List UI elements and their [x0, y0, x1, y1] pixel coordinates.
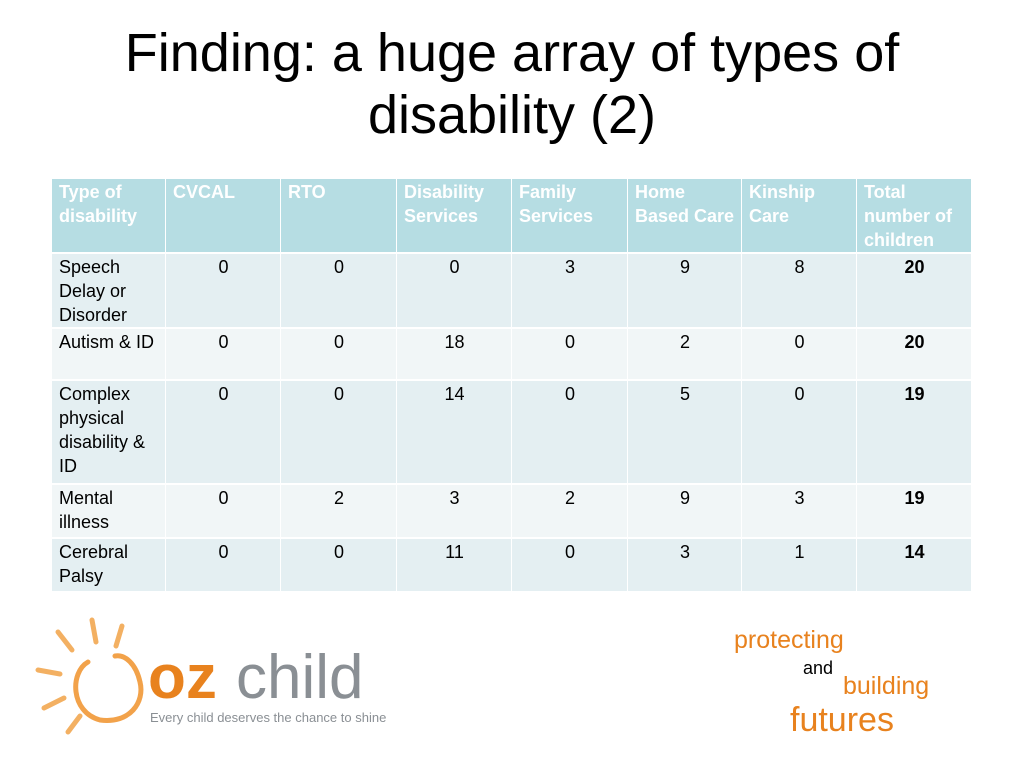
brand-child: child — [236, 643, 364, 712]
table-cell: 9 — [628, 485, 742, 539]
table-row: Autism & ID 0 0 18 0 2 0 20 — [52, 329, 972, 381]
logo-tagline: Every child deserves the chance to shine — [150, 710, 386, 725]
table-cell: 0 — [742, 381, 857, 485]
table-cell: 9 — [628, 254, 742, 329]
table-cell: 19 — [857, 485, 972, 539]
header-cell: Family Services — [512, 179, 628, 254]
header-row: Type of disability CVCAL RTO Disability Ser… — [52, 179, 972, 254]
row-label: Cerebral Palsy — [52, 539, 166, 593]
sun-rays — [35, 617, 144, 735]
table-cell: 0 — [512, 329, 628, 381]
table-cell: 11 — [397, 539, 512, 593]
slogan-line: building — [843, 672, 930, 700]
header-cell: Disability Services — [397, 179, 512, 254]
table-cell: 0 — [281, 254, 397, 329]
table-cell: 0 — [512, 381, 628, 485]
table-row: Mental illness 0 2 3 2 9 3 19 — [52, 485, 972, 539]
table-cell: 2 — [281, 485, 397, 539]
table-cell: 0 — [512, 539, 628, 593]
table-cell: 3 — [512, 254, 628, 329]
table-row: Cerebral Palsy 0 0 11 0 3 1 14 — [52, 539, 972, 593]
table-cell: 0 — [166, 329, 281, 381]
table-cell: 20 — [857, 329, 972, 381]
header-cell: RTO — [281, 179, 397, 254]
header-cell: Total number of children — [857, 179, 972, 254]
table-cell: 18 — [397, 329, 512, 381]
table-cell: 3 — [628, 539, 742, 593]
row-label: Autism & ID — [52, 329, 166, 381]
table-cell: 0 — [281, 329, 397, 381]
table-row: Speech Delay or Disorder 0 0 0 3 9 8 20 — [52, 254, 972, 329]
table-cell: 0 — [742, 329, 857, 381]
brand-oz: oz — [148, 643, 217, 712]
header-cell: Home Based Care — [628, 179, 742, 254]
table-cell: 0 — [166, 254, 281, 329]
row-label: Speech Delay or Disorder — [52, 254, 166, 329]
row-label: Mental illness — [52, 485, 166, 539]
table-cell: 14 — [857, 539, 972, 593]
table-cell: 8 — [742, 254, 857, 329]
table-cell: 5 — [628, 381, 742, 485]
slogan-line: futures — [790, 701, 894, 739]
table-cell: 2 — [628, 329, 742, 381]
table-cell: 0 — [166, 485, 281, 539]
table-cell: 0 — [166, 381, 281, 485]
row-label: Complex physical disability & ID — [52, 381, 166, 485]
table-cell: 3 — [397, 485, 512, 539]
table-cell: 1 — [742, 539, 857, 593]
slogan-line: protecting — [734, 626, 844, 654]
table-row: Complex physical disability & ID 0 0 14 0 5 0 1… — [52, 381, 972, 485]
table-cell: 2 — [512, 485, 628, 539]
table-cell: 3 — [742, 485, 857, 539]
table-cell: 19 — [857, 381, 972, 485]
table-cell: 0 — [166, 539, 281, 593]
header-cell: CVCAL — [166, 179, 281, 254]
table-cell: 20 — [857, 254, 972, 329]
table-cell: 0 — [397, 254, 512, 329]
data-table: Type of disability CVCAL RTO Disability Ser… — [52, 179, 972, 593]
slide-title: Finding: a huge array of types of disabi… — [124, 23, 900, 145]
table-cell: 0 — [281, 381, 397, 485]
logo: oz child Every child deserves the chance… — [35, 617, 386, 735]
table-cell: 14 — [397, 381, 512, 485]
table-cell: 0 — [281, 539, 397, 593]
slogan-line: and — [803, 658, 834, 678]
header-cell: Kinship Care — [742, 179, 857, 254]
header-cell: Type of disability — [52, 179, 166, 254]
